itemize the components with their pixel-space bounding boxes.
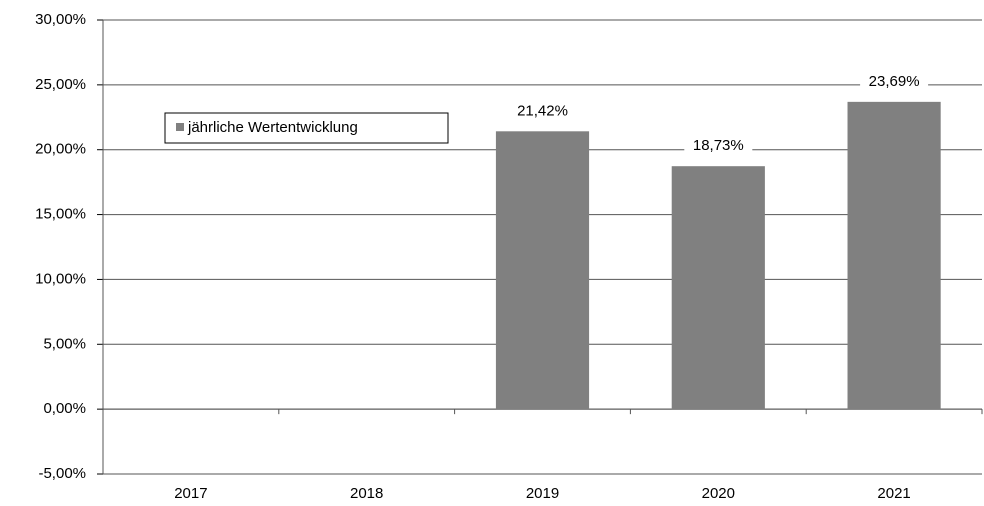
y-tick-label: 30,00% [35, 11, 86, 28]
y-tick-label: 0,00% [43, 400, 86, 417]
data-label: 23,69% [869, 73, 920, 90]
legend-box [164, 112, 449, 144]
label-bg [684, 136, 753, 157]
data-label: 21,42% [517, 102, 568, 119]
y-tick-label: 15,00% [35, 206, 86, 223]
y-tick-label: 10,00% [35, 270, 86, 287]
bar [671, 166, 765, 410]
x-tick-label: 2017 [174, 485, 207, 502]
label-bg [860, 71, 929, 92]
x-tick-label: 2019 [526, 485, 559, 502]
label-bg [508, 101, 577, 122]
legend-swatch [176, 123, 184, 131]
x-tick-label: 2021 [877, 485, 910, 502]
y-tick-label: 25,00% [35, 76, 86, 93]
x-tick-label: 2020 [702, 485, 735, 502]
y-tick-label: 5,00% [43, 335, 86, 352]
bar [495, 131, 590, 410]
data-label: 18,73% [693, 137, 744, 154]
y-tick-label: 20,00% [35, 141, 86, 158]
y-tick-label: -5,00% [38, 465, 86, 482]
x-tick-label: 2018 [350, 485, 383, 502]
bar [847, 101, 941, 410]
legend-label: jährliche Wertentwicklung [187, 119, 358, 136]
